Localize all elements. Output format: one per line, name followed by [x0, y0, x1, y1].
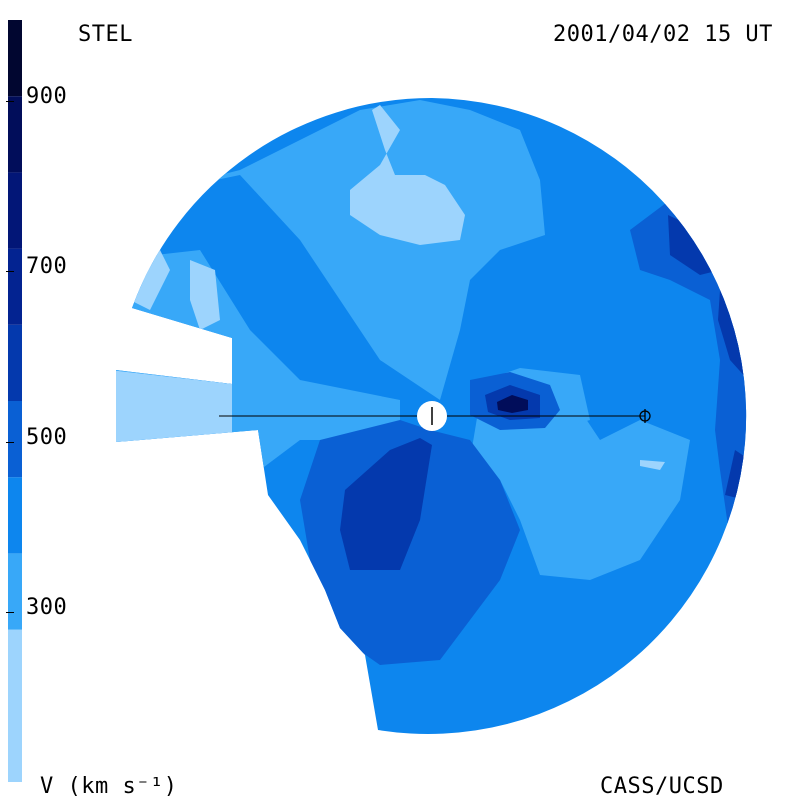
- colorbar-band: [8, 553, 22, 630]
- colorbar-band: [8, 324, 22, 401]
- velocity-region: [340, 438, 432, 570]
- unit-label: V (km s⁻¹): [40, 774, 178, 799]
- colorbar-band: [8, 401, 22, 478]
- velocity-region: [718, 290, 747, 380]
- colorbar-band: [8, 172, 22, 249]
- velocity-region: [350, 105, 465, 245]
- velocity-region: [116, 370, 232, 445]
- timestamp-label: 2001/04/02 15 UT: [553, 22, 773, 47]
- velocity-region: [497, 395, 528, 413]
- colorbar-band: [8, 20, 22, 97]
- sun-icon: [417, 401, 447, 431]
- velocity-colorbar: [8, 20, 22, 782]
- earth-icon: [639, 409, 651, 423]
- colorbar-band: [8, 477, 22, 554]
- colorbar-band: [8, 96, 22, 173]
- colorbar-band: [8, 248, 22, 325]
- colorbar-tick-300: 300: [26, 595, 68, 620]
- colorbar-tickmark: [6, 271, 14, 272]
- credit-label: CASS/UCSD: [600, 774, 724, 799]
- colorbar-tickmark: [6, 101, 14, 102]
- velocity-region: [190, 260, 220, 330]
- colorbar-tickmark: [6, 442, 14, 443]
- velocity-region: [640, 460, 665, 470]
- colorbar-band: [8, 629, 22, 782]
- colorbar-tick-700: 700: [26, 254, 68, 279]
- colorbar-tick-500: 500: [26, 425, 68, 450]
- observatory-label: STEL: [78, 22, 133, 47]
- colorbar-tick-900: 900: [26, 84, 68, 109]
- colorbar-tickmark: [6, 612, 14, 613]
- velocity-region: [120, 100, 545, 400]
